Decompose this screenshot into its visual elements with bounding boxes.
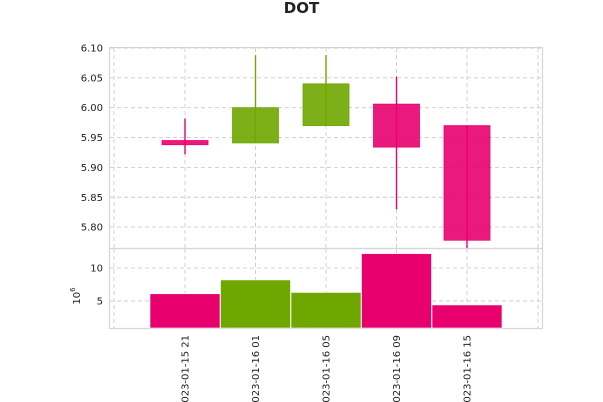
x-tick-label: 023-01-15 21 (181, 335, 192, 402)
volume-bar (361, 253, 432, 329)
x-tick-label: 023-01-16 15 (463, 335, 474, 402)
price-y-tick-label: 6.05 (81, 73, 103, 84)
price-y-tick-label: 6.10 (81, 44, 103, 55)
tick-labels: 5.80 5.85 5.90 5.95 6.00 6.05 6.10 5 10 023-01-15… (81, 44, 474, 402)
volume-bars (149, 253, 503, 329)
price-y-tick-label: 5.85 (81, 193, 103, 204)
candle-body (302, 83, 350, 127)
svg-text:106: 106 (69, 287, 83, 305)
price-y-tick-label: 5.80 (81, 223, 103, 234)
volume-scale-label: 106 (69, 287, 83, 305)
volume-y-tick-label: 5 (97, 297, 103, 308)
candle-body (443, 125, 491, 241)
price-y-tick-label: 5.95 (81, 133, 103, 144)
candles (161, 55, 491, 248)
candle-body (232, 107, 279, 144)
volume-y-tick-label: 10 (90, 264, 103, 275)
x-tick-label: 023-01-16 01 (251, 335, 262, 402)
volume-bar (149, 293, 221, 329)
candle-body (161, 140, 209, 146)
volume-bar (290, 292, 362, 329)
volume-scale-base: 10 (72, 292, 83, 305)
volume-bar (220, 279, 291, 329)
volume-scale-exponent: 6 (69, 287, 77, 292)
volume-bar (431, 304, 503, 329)
volume-panel-frame (108, 247, 544, 330)
price-y-tick-label: 5.90 (81, 163, 103, 174)
x-tick-label: 023-01-16 09 (392, 335, 403, 402)
price-y-tick-label: 6.00 (81, 103, 103, 114)
chart-title: DOT (284, 0, 320, 17)
x-tick-label: 023-01-16 05 (322, 335, 333, 402)
candle-body (373, 103, 420, 148)
